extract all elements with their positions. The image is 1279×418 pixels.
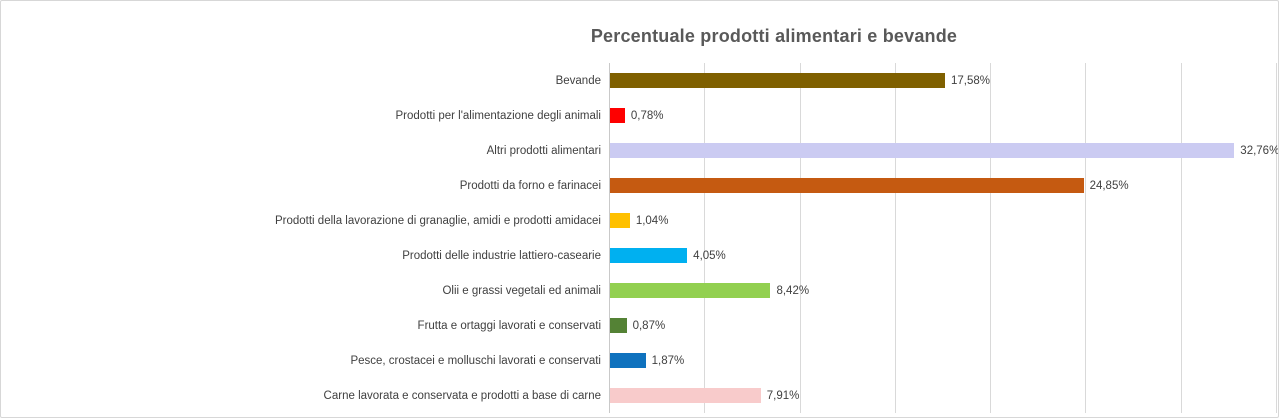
category-label: Olii e grassi vegetali ed animali <box>442 284 601 297</box>
chart-title: Percentuale prodotti alimentari e bevand… <box>590 26 958 46</box>
bar-value-label: 1,87% <box>651 354 685 367</box>
gridline <box>704 63 706 413</box>
category-label: Prodotti della lavorazione di granaglie,… <box>274 214 601 227</box>
bar-value-label: 0,87% <box>632 319 666 332</box>
bar-value-label: 17,58% <box>951 74 991 87</box>
category-label: Prodotti da forno e farinacei <box>459 179 601 192</box>
bar-value-label: 32,76% <box>1240 144 1279 157</box>
category-label: Carne lavorata e conservata e prodotti a… <box>323 389 601 402</box>
bar-value-label: 8,42% <box>776 284 810 297</box>
bar-value-label: 7,91% <box>766 389 800 402</box>
category-label: Pesce, crostacei e molluschi lavorati e … <box>350 354 601 367</box>
bar <box>610 108 625 123</box>
bar <box>610 388 761 403</box>
bar <box>610 73 946 88</box>
bar <box>610 248 688 263</box>
category-label: Prodotti per l'alimentazione degli anima… <box>395 109 601 122</box>
bar-value-label: 4,05% <box>693 249 726 262</box>
bar <box>610 178 1084 193</box>
bar <box>610 353 646 368</box>
bar <box>610 213 630 228</box>
gridline <box>799 63 801 413</box>
gridline <box>1180 63 1182 413</box>
category-label: Prodotti delle industrie lattiero-casear… <box>402 249 601 262</box>
bar <box>610 283 771 298</box>
gridline <box>1085 63 1087 413</box>
gridline <box>990 63 992 413</box>
gridline <box>894 63 896 413</box>
bar <box>610 318 627 333</box>
bar <box>610 143 1235 158</box>
category-label: Bevande <box>555 74 601 87</box>
value-axis-zero-line <box>609 63 610 413</box>
gridline <box>1276 63 1277 413</box>
bar-value-label: 0,78% <box>630 109 664 122</box>
bar-value-label: 1,04% <box>635 214 669 227</box>
category-label: Frutta e ortaggi lavorati e conservati <box>417 319 601 332</box>
category-label: Altri prodotti alimentari <box>486 144 601 157</box>
bar-value-label: 24,85% <box>1089 179 1129 192</box>
